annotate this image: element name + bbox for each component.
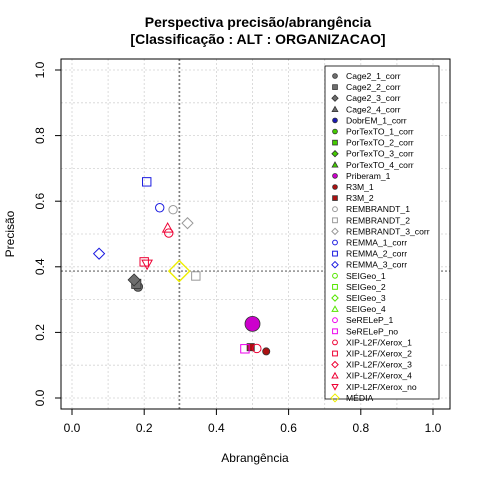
legend-marker [331,94,339,102]
legend-marker [332,128,338,135]
y-tick-label: 0.4 [33,258,47,275]
legend-entry: SeRELeP_1 [346,315,394,325]
legend-entry: REMMA_2_corr [346,249,407,259]
data-point [141,259,153,271]
legend-marker [330,393,340,403]
legend-marker [331,260,339,269]
x-tick-label: 0.4 [208,421,225,435]
legend-marker [331,161,339,168]
legend-marker [332,284,338,290]
data-point [164,228,174,238]
legend-entry: XIP-L2F/Xerox_no [346,382,417,392]
legend-entry: XIP-L2F/Xerox_1 [346,337,412,347]
legend-marker [332,117,338,124]
legend-marker [331,150,339,158]
legend-entry: REMBRANDT_2 [346,215,410,225]
legend-marker [331,371,339,379]
x-tick-label: 0.6 [280,421,297,435]
legend-marker [331,305,339,312]
data-point [127,273,141,287]
legend-entry: XIP-L2F/Xerox_3 [346,360,412,370]
legend-marker [332,239,338,246]
legend-marker [332,184,338,190]
legend-entry: R3M_1 [346,182,374,192]
legend-marker [332,317,338,324]
x-tick-label: 0.8 [352,421,369,435]
legend-marker [332,328,338,335]
chart-subtitle: [Classificação : ALT : ORGANIZACAO] [130,31,385,47]
legend-entry: REMMA_3_corr [346,260,407,270]
data-point [142,177,152,187]
legend-entry: PorTexTO_1_corr [346,127,414,137]
legend-marker [332,272,338,279]
legend-entry: Cage2_3_corr [346,93,401,103]
y-tick-label: 0.0 [33,389,47,406]
chart-title: Perspectiva precisão/abrangência [145,14,372,30]
data-point [92,247,106,260]
legend-entry: Cage2_2_corr [346,82,401,92]
legend-entry: R3M_2 [346,193,374,203]
data-point [168,205,178,215]
legend-entry: SEIGeo_1 [346,271,386,281]
legend-entry: SEIGeo_2 [346,282,386,292]
legend-entry: DobrEM_1_corr [346,115,407,125]
x-tick-label: 1.0 [425,421,442,435]
legend-marker [332,173,338,179]
legend-marker [332,339,338,346]
legend-marker [332,84,338,90]
legend-entry: REMBRANDT_3_corr [346,226,430,236]
legend-entry: SEIGeo_3 [346,293,386,303]
data-point [262,347,271,356]
y-axis: 0.0 0.2 0.4 0.6 0.8 1.0 [33,61,62,406]
data-point [181,217,194,230]
legend-entry: REMMA_1_corr [346,238,407,248]
data-point [240,344,250,354]
legend-marker [332,217,338,224]
y-axis-label: Precisão [3,210,17,257]
x-tick-label: 0.2 [136,421,153,435]
data-point [155,203,165,213]
data-point [161,222,174,233]
legend-entry: Priberam_1 [346,171,391,181]
legend-entry: PorTexTO_4_corr [346,160,414,170]
legend-marker [332,73,338,79]
legend-marker [332,350,338,357]
x-axis-label: Abrangência [221,451,289,465]
legend-marker [332,206,338,213]
legend-entry: REMBRANDT_1 [346,204,410,214]
data-point [191,271,201,281]
legend-marker [331,105,339,113]
data-point [246,343,255,352]
legend-marker [332,250,338,257]
y-tick-label: 0.8 [33,127,47,144]
legend-entry: XIP-L2F/Xerox_2 [346,349,412,359]
data-point [139,257,149,267]
legend-entry: XIP-L2F/Xerox_4 [346,371,412,381]
data-point [244,315,261,332]
legend-entry: PorTexTO_2_corr [346,138,414,148]
x-axis: 0.0 0.2 0.4 0.6 0.8 1.0 [64,408,442,435]
data-point [167,259,191,283]
legend-entry: SeRELeP_no [346,326,398,336]
legend: Cage2_1_corrCage2_2_corrCage2_3_corrCage… [324,65,440,403]
x-tick-label: 0.0 [64,421,81,435]
y-tick-label: 0.6 [33,193,47,210]
legend-marker [332,139,338,146]
legend-entry: PorTexTO_3_corr [346,149,414,159]
legend-entry: SEIGeo_4 [346,304,386,314]
legend-entry: MÉDIA [346,393,373,403]
data-point [252,343,262,354]
data-points [92,177,271,356]
legend-box [324,65,440,400]
legend-marker [331,383,339,391]
legend-entry: Cage2_1_corr [346,71,401,81]
y-tick-label: 1.0 [33,61,47,78]
y-tick-label: 0.2 [33,324,47,341]
legend-marker [332,195,338,201]
legend-marker [331,294,339,302]
legend-marker [331,227,339,236]
legend-marker [331,360,339,369]
legend-entry: Cage2_4_corr [346,104,401,114]
